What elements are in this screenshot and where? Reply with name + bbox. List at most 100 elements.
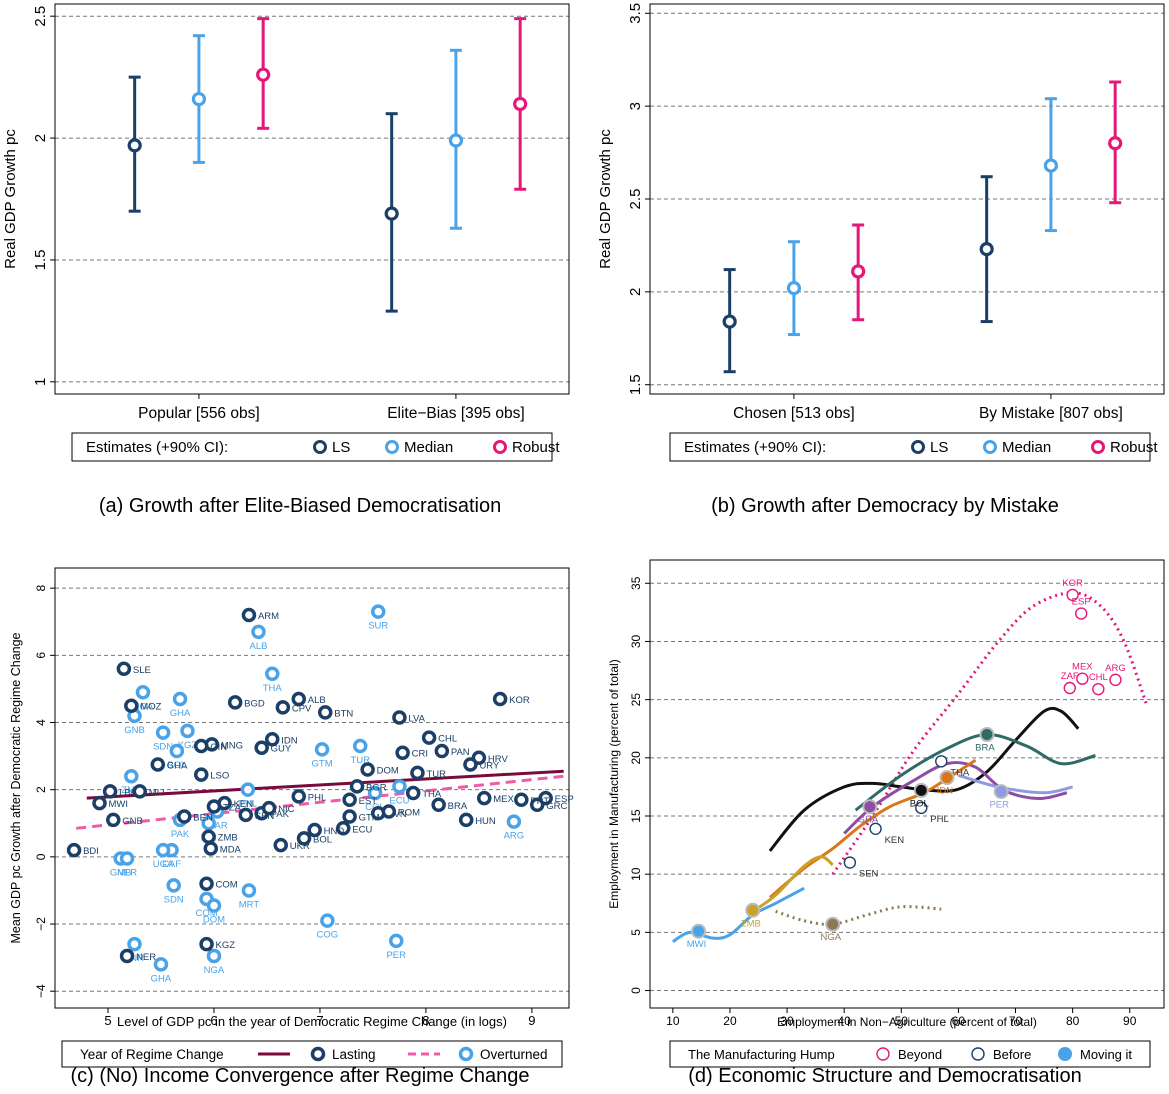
point-label-lasting: NIC	[278, 804, 295, 815]
point-label-beyond: CHL	[1089, 672, 1108, 683]
point-estimate	[1108, 136, 1123, 151]
point-label-overturned: KGZ	[178, 740, 198, 751]
point-label-overturned: DOM	[203, 915, 225, 926]
point-lasting	[265, 732, 280, 747]
point-label-moving: BRA	[975, 743, 995, 754]
caption: (d) Economic Structure and Democratisati…	[688, 1065, 1082, 1087]
point-label-lasting: ROM	[398, 808, 420, 819]
trajectory-curve	[768, 706, 1080, 852]
point-overturned	[506, 814, 522, 829]
point-before	[843, 856, 857, 869]
point-lasting	[392, 710, 407, 725]
point-label-lasting: BGR	[366, 782, 387, 793]
point-label-lasting: CPV	[292, 703, 312, 714]
y-tick-label: 3	[627, 102, 644, 110]
point-label-overturned: PAK	[171, 829, 190, 840]
point-lasting	[476, 790, 492, 806]
point-label-overturned: GHA	[170, 708, 191, 719]
x-tick-label: 8	[422, 1013, 429, 1028]
x-tick-label: 9	[528, 1013, 535, 1028]
point-lasting	[254, 740, 269, 755]
point-label-lasting: IDN	[281, 735, 298, 746]
point-lasting	[194, 767, 209, 782]
trajectory-curve	[775, 905, 942, 926]
point-overturned	[153, 957, 169, 972]
y-tick-label: 5	[629, 929, 643, 936]
point-lasting	[124, 698, 139, 713]
legend-marker-before	[971, 1047, 985, 1061]
point-lasting	[132, 784, 148, 799]
point-label-overturned: UGA	[153, 859, 174, 870]
point-label-overturned: PER	[386, 950, 406, 961]
point-moving	[825, 916, 841, 932]
point-label-overturned: THA	[263, 683, 283, 694]
point-lasting	[421, 730, 437, 745]
point-estimate	[127, 138, 142, 153]
point-estimate	[191, 91, 207, 107]
point-overturned	[392, 779, 407, 794]
point-label-beyond: MEX	[1072, 662, 1093, 673]
point-label-lasting: TUR	[426, 769, 446, 780]
legend-marker	[313, 440, 327, 454]
point-lasting	[349, 779, 365, 794]
point-lasting	[92, 795, 107, 811]
point-label-overturned: LNR	[125, 953, 144, 964]
y-tick-label: 15	[629, 809, 643, 823]
legend-label: Median	[1002, 439, 1051, 456]
point-label-moving: NGA	[820, 932, 841, 943]
point-label-overturned: CAF	[162, 859, 181, 870]
point-label-overturned: ZMB	[121, 785, 141, 796]
point-estimate	[851, 264, 866, 279]
point-lasting	[116, 661, 132, 677]
category-label: Popular [556 obs]	[138, 405, 260, 422]
point-lasting	[463, 757, 478, 772]
y-axis-label: Real GDP Growth pc	[2, 129, 19, 269]
point-estimate	[384, 206, 399, 221]
point-lasting	[102, 784, 118, 799]
y-tick-label: 2	[34, 786, 48, 793]
point-lasting	[538, 790, 553, 806]
y-tick-label: 0	[34, 853, 48, 860]
point-lasting	[342, 809, 357, 824]
point-lasting	[106, 812, 121, 828]
point-label-lasting: MEX	[493, 794, 514, 805]
point-before	[869, 822, 882, 835]
point-label-beyond: ARG	[1105, 663, 1126, 674]
point-label-overturned: GNB	[124, 725, 145, 736]
point-overturned	[352, 738, 368, 754]
legend-label-lasting: Lasting	[332, 1047, 376, 1062]
x-tick-label: 30	[780, 1014, 794, 1028]
point-label-moving: MWI	[687, 939, 707, 950]
x-tick-label: 90	[1123, 1014, 1137, 1028]
chart-a: 1 1.5 2 2.5 Real GDP Growth pc Popular [556 o…	[2, 3, 570, 517]
point-label-lasting: LSO	[210, 771, 229, 782]
point-label-overturned: NGA	[204, 965, 225, 976]
point-label-lasting: ESP	[555, 794, 574, 805]
point-overturned	[172, 691, 188, 707]
y-tick-label: 8	[34, 584, 48, 591]
point-overturned	[201, 816, 216, 831]
point-label-lasting: LBR	[119, 787, 138, 798]
caption: (a) Growth after Elite-Biased Democratis…	[99, 495, 501, 517]
point-label-overturned: TUR	[350, 755, 370, 766]
legend-label: LS	[930, 439, 948, 456]
x-tick-label: 10	[666, 1014, 680, 1028]
point-label-lasting: SVN	[387, 809, 407, 820]
point-estimate	[448, 133, 464, 148]
legend-label: LS	[332, 439, 350, 456]
point-label-overturned: MRT	[239, 899, 260, 910]
point-overturned	[119, 851, 135, 866]
point-lasting	[410, 765, 425, 781]
point-beyond	[1074, 607, 1088, 620]
point-label-lasting: GNB	[122, 816, 143, 827]
fit-line-overturned	[76, 774, 564, 830]
x-tick-label: 5	[104, 1013, 111, 1028]
point-label-overturned: BOL	[167, 760, 186, 771]
point-label-overturned: COG	[317, 930, 339, 941]
point-lasting	[150, 757, 166, 772]
legend-box	[669, 432, 1151, 462]
caption: (c) (No) Income Convergence after Regime…	[70, 1065, 529, 1087]
x-tick-label: 7	[316, 1013, 323, 1028]
legend-marker	[983, 440, 997, 454]
point-estimate	[513, 96, 528, 112]
